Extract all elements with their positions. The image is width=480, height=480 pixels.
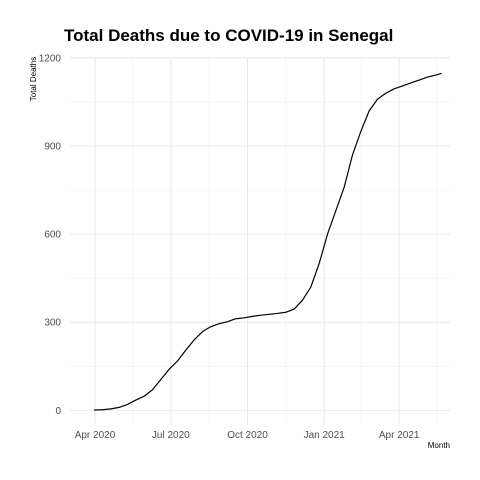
y-tick-label: 600 [44, 230, 61, 241]
x-tick-label: Oct 2020 [227, 430, 268, 441]
y-tick-label: 900 [44, 142, 61, 153]
x-axis-title: Month [428, 441, 450, 450]
y-tick-label: 300 [44, 318, 61, 329]
chart-title: Total Deaths due to COVID-19 in Senegal [64, 26, 394, 45]
x-tick-label: Apr 2021 [379, 430, 420, 441]
x-tick-label: Jan 2021 [304, 430, 346, 441]
y-tick-label: 0 [55, 406, 61, 417]
y-axis-title: Total Deaths [29, 57, 38, 101]
y-axis-ticks: 0 300 600 900 1200 [39, 54, 62, 417]
grid [70, 57, 450, 425]
y-tick-label: 1200 [39, 54, 62, 65]
x-tick-label: Jul 2020 [152, 430, 190, 441]
x-axis-ticks: Apr 2020 Jul 2020 Oct 2020 Jan 2021 Apr 2021 [75, 430, 420, 441]
series-line-total-deaths [94, 72, 442, 411]
x-tick-label: Apr 2020 [75, 430, 116, 441]
